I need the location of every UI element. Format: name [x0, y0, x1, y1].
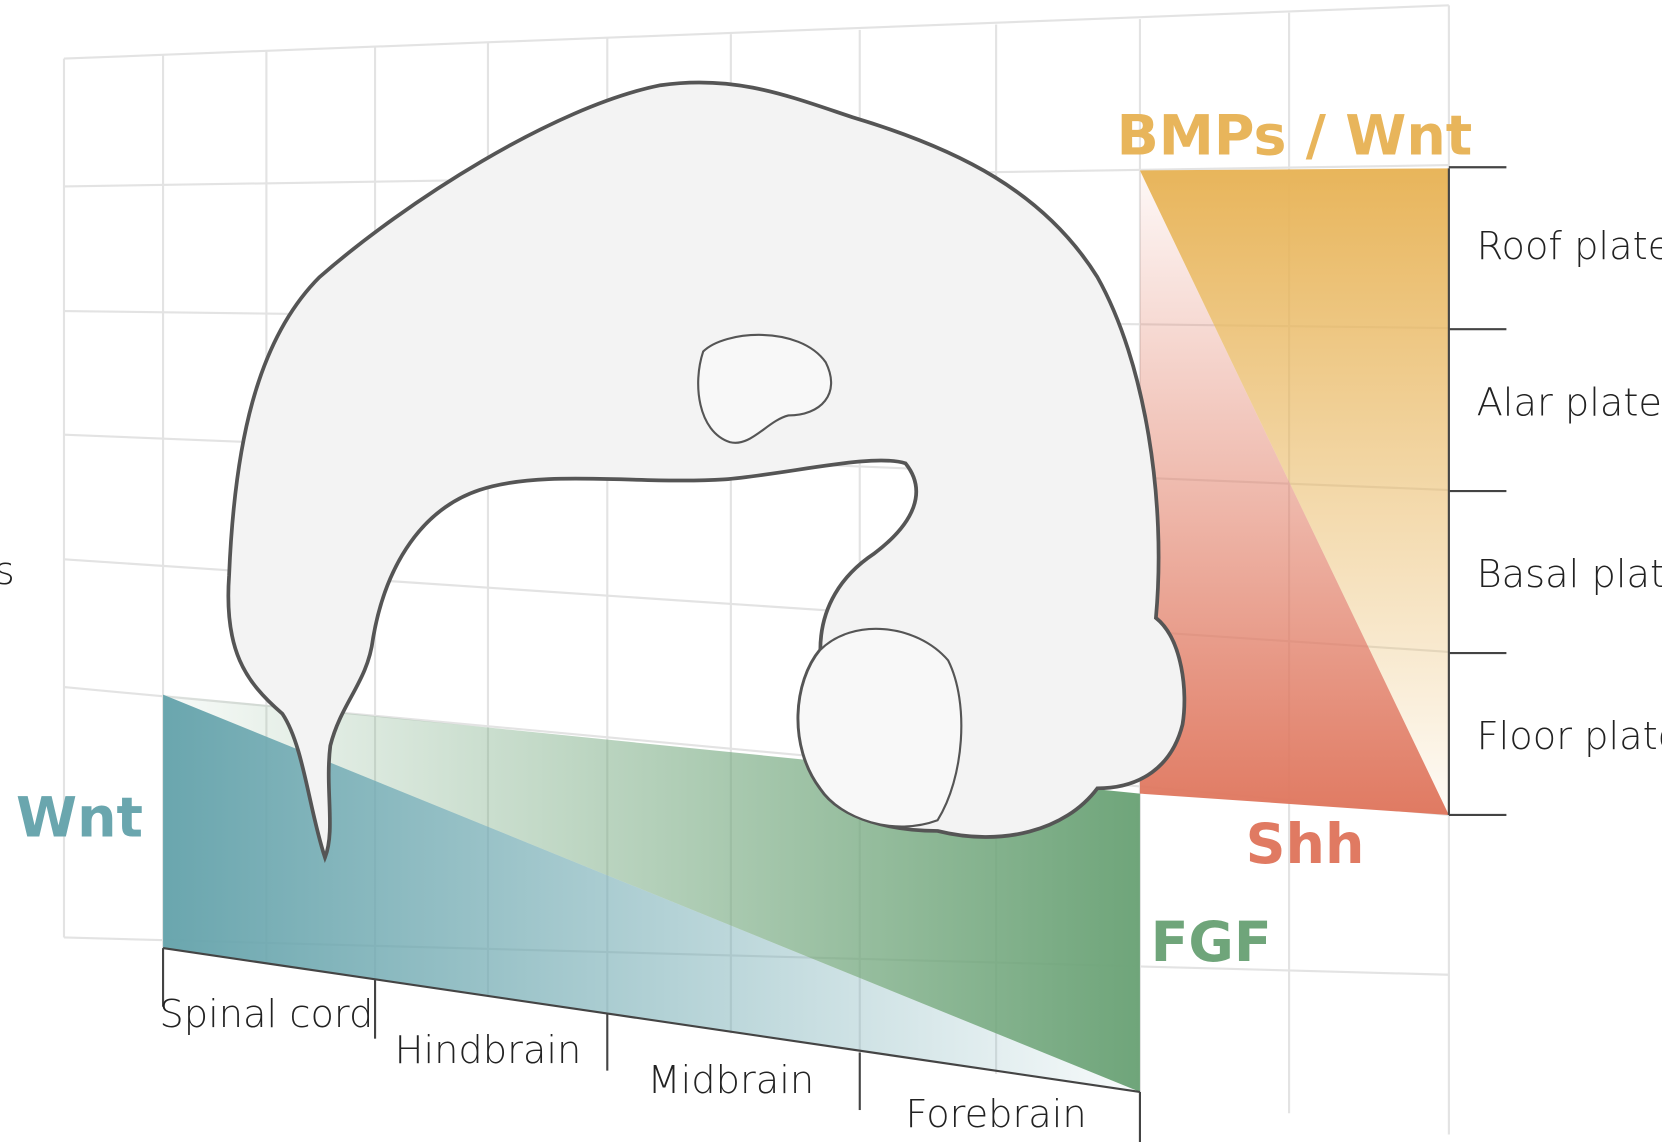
- signal-label: Shh: [1246, 813, 1365, 877]
- region-label: Floor plate: [1477, 714, 1662, 759]
- region-label: Basal plate: [1477, 552, 1662, 597]
- region-label: Spinal cord: [159, 992, 373, 1037]
- signal-label: Wnt: [16, 786, 143, 850]
- region-label: Midbrain: [648, 1058, 815, 1103]
- region-label: Hindbrain: [395, 1028, 582, 1073]
- region-label: Roof plate: [1477, 224, 1662, 269]
- page: {"cut_label":"s", "dorsoventral":{"signa…: [0, 0, 1662, 1142]
- signal-label: FGF: [1151, 911, 1272, 975]
- signal-label: BMPs / Wnt: [1117, 104, 1473, 168]
- cut-label: s: [0, 549, 15, 594]
- diagram: s BMPs / Wnt Shh Wnt FGF Roof plate Alar…: [0, 0, 1662, 1142]
- region-label: Alar plate: [1477, 380, 1662, 425]
- region-label: Forebrain: [906, 1092, 1087, 1137]
